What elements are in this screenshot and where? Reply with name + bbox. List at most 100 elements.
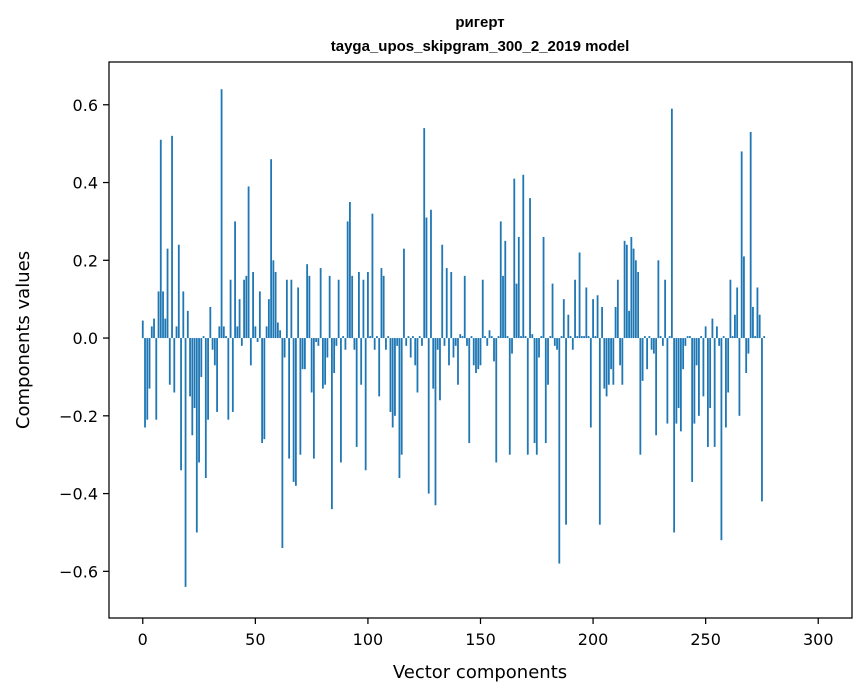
- bar: [585, 287, 588, 339]
- bar: [400, 338, 403, 455]
- x-tick-label: 150: [465, 630, 496, 649]
- bar: [578, 252, 581, 339]
- bar: [184, 338, 187, 587]
- bar: [574, 279, 576, 339]
- bar: [495, 338, 498, 463]
- bar: [752, 306, 754, 339]
- bar: [506, 336, 509, 339]
- bar: [346, 221, 349, 339]
- bar: [547, 338, 549, 385]
- bar: [326, 338, 329, 358]
- bar: [256, 338, 259, 342]
- bar: [610, 338, 612, 370]
- bar: [544, 338, 547, 444]
- bar: [596, 295, 599, 339]
- bar: [749, 131, 752, 339]
- bar: [162, 291, 164, 339]
- bar: [452, 338, 455, 358]
- bar: [412, 336, 414, 339]
- bar: [729, 279, 732, 339]
- bar: [558, 338, 561, 564]
- bar: [177, 244, 180, 339]
- bar: [369, 336, 372, 339]
- bar: [556, 338, 558, 350]
- bar: [720, 338, 723, 541]
- bar: [756, 287, 759, 339]
- bar: [414, 338, 417, 366]
- bar: [222, 326, 225, 339]
- bar: [670, 108, 673, 339]
- y-tick-label: −0.2: [59, 407, 98, 426]
- bar: [141, 320, 144, 339]
- bar: [193, 338, 196, 409]
- bar: [499, 221, 502, 339]
- bar: [679, 338, 682, 432]
- bar: [385, 338, 387, 350]
- bar: [331, 338, 333, 510]
- y-tick-label: 0.0: [73, 329, 98, 348]
- bar: [643, 336, 646, 339]
- bar: [335, 338, 338, 346]
- bar: [421, 338, 423, 346]
- bar: [450, 271, 453, 339]
- bar: [463, 275, 466, 339]
- bar: [245, 275, 248, 339]
- bar: [466, 338, 468, 346]
- bar: [740, 151, 743, 339]
- bar: [168, 338, 171, 385]
- y-tick-label: 0.2: [73, 251, 98, 270]
- bar: [677, 338, 680, 409]
- bar: [529, 198, 531, 339]
- chart-title: ригерт: [455, 14, 504, 31]
- bar: [299, 338, 302, 455]
- bar: [504, 240, 507, 339]
- bar: [486, 338, 489, 346]
- bar: [605, 338, 608, 397]
- bar: [200, 338, 203, 377]
- bar: [238, 299, 241, 339]
- bar: [342, 336, 345, 339]
- bar: [360, 338, 363, 385]
- bar: [562, 299, 565, 339]
- bar: [285, 279, 288, 339]
- bar: [229, 279, 232, 339]
- bar: [709, 338, 712, 409]
- bar: [333, 338, 336, 374]
- bar: [439, 338, 441, 401]
- bar: [673, 338, 676, 533]
- bar: [560, 336, 563, 339]
- bar: [425, 217, 428, 339]
- bar: [394, 338, 396, 416]
- bar: [639, 338, 642, 455]
- bar: [371, 213, 374, 339]
- bar: [340, 338, 342, 463]
- bar: [549, 336, 552, 339]
- bar: [213, 338, 216, 366]
- y-tick-label: 0.6: [73, 96, 98, 115]
- bar: [443, 338, 446, 346]
- bar: [745, 338, 748, 374]
- bar: [711, 318, 714, 339]
- bar: [763, 336, 766, 339]
- bar: [488, 330, 491, 339]
- bar: [195, 338, 198, 533]
- bar: [405, 338, 408, 346]
- bar: [337, 279, 340, 339]
- bar: [754, 336, 757, 339]
- bar: [535, 338, 538, 455]
- bar: [695, 338, 698, 366]
- bar: [317, 338, 320, 346]
- y-axis-label: Components values: [13, 251, 34, 429]
- bar: [540, 336, 543, 339]
- bar: [171, 135, 173, 339]
- bar: [398, 338, 401, 479]
- bar: [272, 260, 275, 339]
- bar: [664, 279, 667, 339]
- bar: [747, 338, 750, 354]
- bars-group: [141, 89, 766, 587]
- bar: [319, 268, 322, 339]
- bar: [657, 260, 660, 339]
- bar: [423, 128, 426, 339]
- bar: [173, 338, 176, 393]
- bar: [236, 326, 239, 339]
